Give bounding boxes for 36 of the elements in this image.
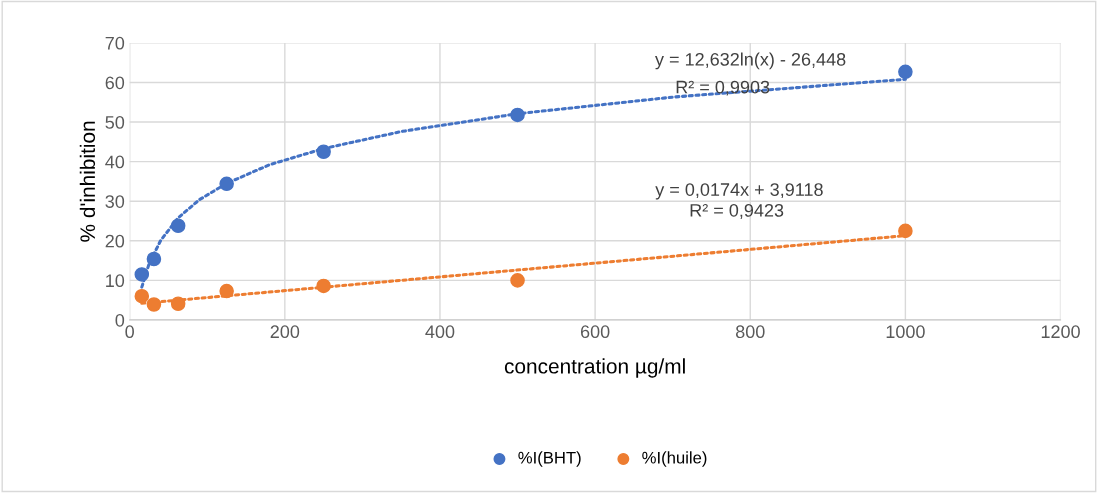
y-tick-label: 30: [105, 195, 125, 208]
annotation: y = 12,632ln(x) - 26,448: [655, 52, 846, 70]
y-tick-label: 60: [105, 76, 125, 90]
point: [510, 107, 525, 123]
point: [219, 176, 234, 192]
point: [898, 64, 913, 80]
point: [170, 296, 186, 312]
y-tick-label: 70: [105, 36, 125, 50]
point: [898, 223, 913, 239]
y-tick-label: 10: [106, 274, 125, 288]
point: [316, 144, 331, 160]
y-axis-title: % d'inhibition: [79, 121, 96, 242]
point: [134, 288, 150, 304]
x-tick-label: 200: [270, 325, 300, 339]
point: [219, 283, 234, 299]
x-tick-label: 800: [735, 325, 765, 339]
y-tick-label: 50: [105, 115, 125, 129]
x-tick-label: 1200: [1041, 325, 1080, 339]
legend-label: %I(BHT): [518, 451, 581, 467]
x-axis-title: concentration µg/ml: [504, 358, 685, 378]
point: [146, 251, 162, 267]
annotation: y = 0,0174x + 3,9118: [655, 183, 823, 200]
y-tick-label: 40: [105, 155, 125, 169]
legend-label: %I(huile): [642, 451, 707, 467]
y-tick-label: 0: [115, 313, 125, 327]
annotation: R² = 0,9423: [690, 203, 784, 219]
point: [134, 267, 150, 282]
point: [510, 273, 525, 288]
x-tick-label: 0: [125, 325, 134, 339]
point: [170, 218, 186, 234]
x-tick-label: 1000: [886, 325, 925, 339]
point: [316, 278, 331, 294]
point: [146, 297, 162, 312]
x-tick-label: 600: [580, 325, 610, 339]
x-tick-label: 400: [425, 325, 455, 339]
y-tick-label: 20: [105, 234, 125, 248]
